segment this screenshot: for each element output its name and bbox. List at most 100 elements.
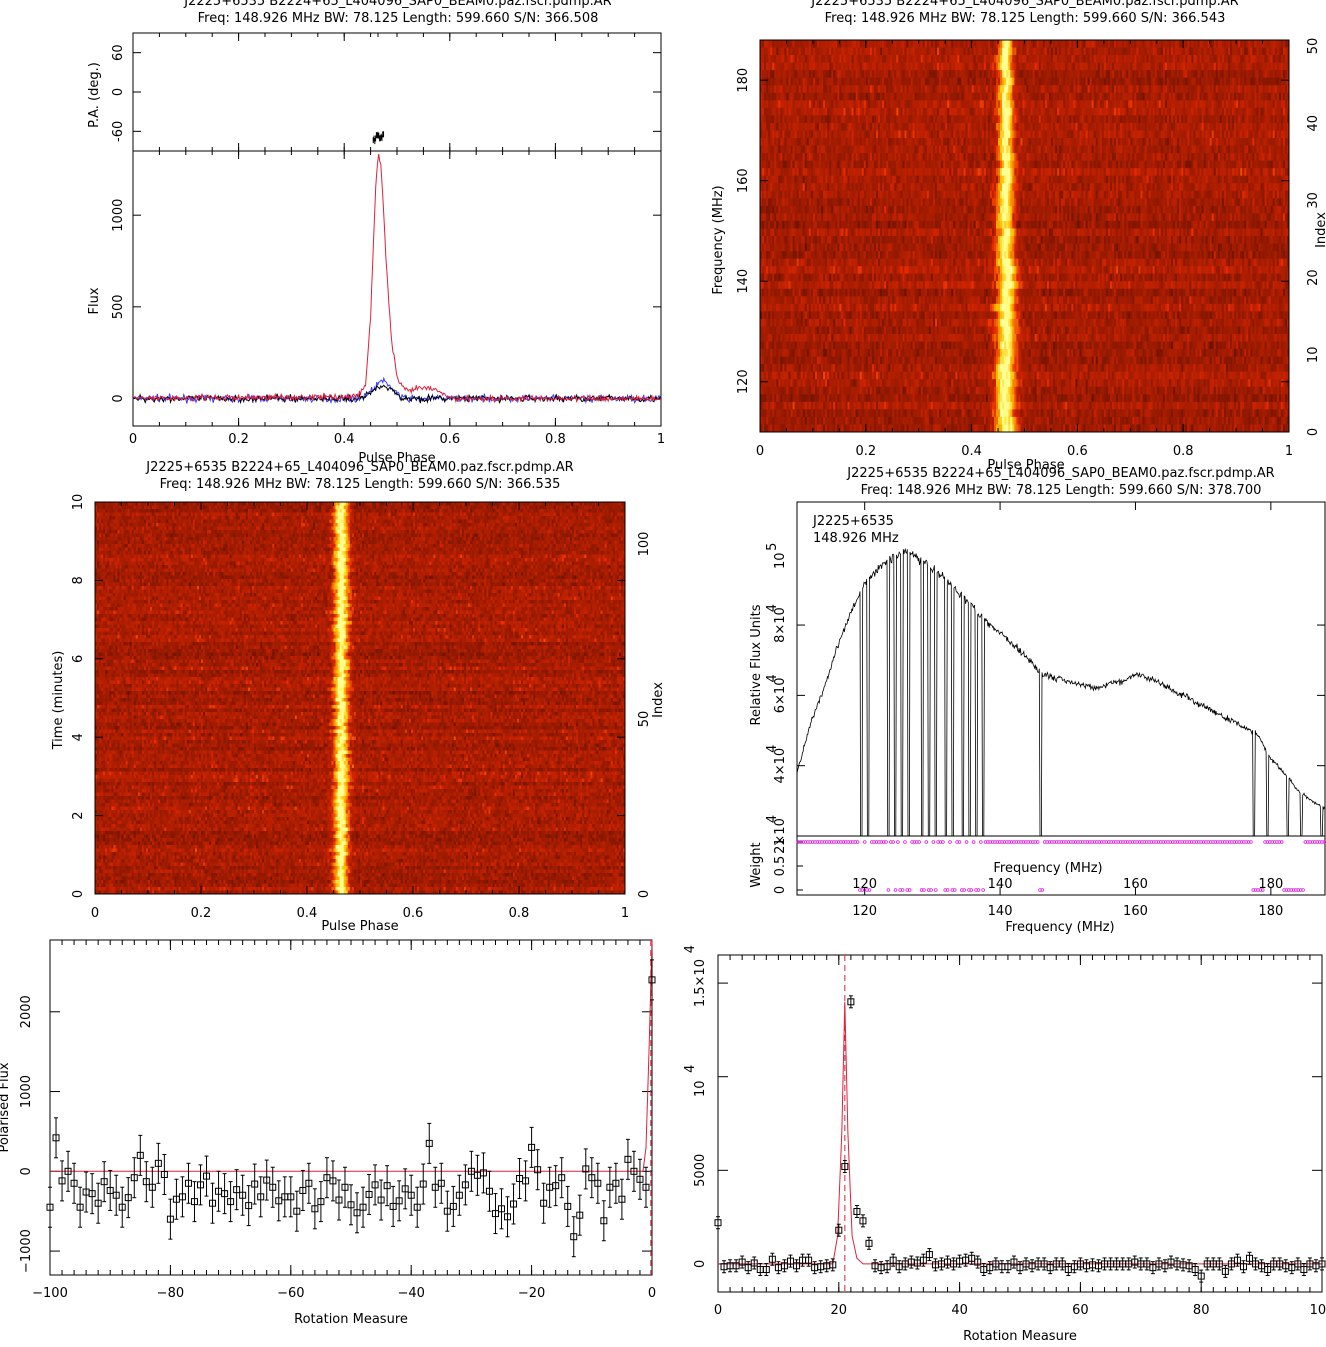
chart-title-bandpass: J2225+6535 B2224+65_L404096_SAP0_BEAM0.p… bbox=[796, 466, 1326, 481]
y-axis-label: −1000 bbox=[19, 1229, 34, 1273]
data-point bbox=[293, 1207, 301, 1215]
data-point bbox=[793, 1262, 801, 1270]
data-point bbox=[245, 1202, 253, 1210]
data-point bbox=[564, 1202, 572, 1210]
data-point bbox=[594, 1179, 602, 1187]
data-point bbox=[485, 1187, 493, 1195]
data-point bbox=[329, 1177, 337, 1185]
data-point bbox=[178, 1193, 186, 1201]
y-axis-title: Flux bbox=[87, 287, 102, 314]
y-axis-label: 160 bbox=[736, 168, 751, 193]
index-axis-title: Index bbox=[651, 682, 666, 718]
data-point bbox=[341, 1183, 349, 1191]
data-point bbox=[1300, 1266, 1308, 1274]
weight-points bbox=[796, 840, 1326, 892]
data-point bbox=[883, 1263, 891, 1271]
data-point bbox=[925, 1251, 933, 1259]
data-point bbox=[986, 1264, 994, 1272]
data-point bbox=[1191, 1266, 1199, 1274]
x-axis-label: 0.4 bbox=[961, 444, 982, 459]
data-point bbox=[142, 1178, 150, 1186]
data-point bbox=[46, 1203, 54, 1211]
pa-y-axis-label: 0 bbox=[111, 88, 126, 96]
x-axis-label: 0.8 bbox=[509, 906, 530, 921]
data-point bbox=[1161, 1262, 1169, 1270]
data-point bbox=[395, 1197, 403, 1205]
data-point bbox=[335, 1196, 343, 1204]
chart-title-freq: J2225+6535 B2224+65_L404096_SAP0_BEAM0.p… bbox=[760, 0, 1290, 9]
data-point bbox=[455, 1191, 463, 1199]
rm-negative-chart: −100 −80 −60 −40 −20 0 −1000 0 1000 2000 Polarised… bbox=[0, 939, 656, 1327]
data-point bbox=[630, 1167, 638, 1175]
weight-label: 0.5 bbox=[773, 856, 788, 877]
weight-x-label: 180 bbox=[1258, 877, 1283, 892]
weight-x-label: 120 bbox=[852, 877, 877, 892]
data-point bbox=[197, 1181, 204, 1189]
x-axis-label: 1 bbox=[621, 906, 629, 921]
profile-frame bbox=[132, 150, 662, 427]
pa-axis-title: P.A. (deg.) bbox=[87, 62, 102, 128]
data-point bbox=[467, 1167, 475, 1175]
weight-x-title: Frequency (MHz) bbox=[993, 861, 1102, 876]
y-axis-label: 10 bbox=[71, 494, 86, 511]
pa-frame bbox=[132, 32, 662, 152]
y-axis-label: 2000 bbox=[19, 995, 34, 1028]
chart-title-profile: J2225+6535 B2224+65_L404096_SAP0_BEAM0.p… bbox=[133, 0, 663, 9]
data-point bbox=[1040, 1260, 1048, 1268]
data-point bbox=[919, 1256, 927, 1264]
x-axis-label: −100 bbox=[32, 1286, 68, 1301]
y-axis-label: 8 bbox=[71, 576, 86, 584]
weight-axis-title: Weight bbox=[749, 842, 764, 887]
data-point bbox=[148, 1183, 156, 1191]
data-point bbox=[227, 1198, 235, 1206]
index-label: 20 bbox=[1306, 269, 1321, 286]
index-label: 50 bbox=[1306, 38, 1321, 55]
data-point bbox=[750, 1259, 758, 1267]
x-axis-label: 0 bbox=[129, 432, 137, 447]
x-axis-label: −20 bbox=[518, 1286, 545, 1301]
data-point bbox=[732, 1262, 740, 1270]
data-point bbox=[865, 1239, 873, 1247]
y-axis-label: 180 bbox=[736, 68, 751, 93]
data-point bbox=[1258, 1262, 1266, 1270]
data-point bbox=[1221, 1267, 1229, 1275]
x-axis-title: Rotation Measure bbox=[963, 1329, 1077, 1344]
y-axis-label: 2 bbox=[71, 811, 86, 819]
data-point bbox=[540, 1199, 548, 1207]
data-point bbox=[1215, 1260, 1223, 1268]
y-axis-label: 120 bbox=[736, 369, 751, 394]
data-point bbox=[780, 1262, 788, 1270]
data-point bbox=[106, 1186, 114, 1194]
pa-y-axis-label: 60 bbox=[111, 44, 126, 61]
data-point bbox=[1004, 1263, 1012, 1271]
y-axis-label: 0 bbox=[111, 394, 126, 402]
x-axis-label: −40 bbox=[397, 1286, 424, 1301]
data-point bbox=[239, 1191, 247, 1199]
index-label: 10 bbox=[1306, 347, 1321, 364]
chart-subtitle-bandpass: Freq: 148.926 MHz BW: 78.125 Length: 599… bbox=[796, 483, 1326, 498]
data-point bbox=[786, 1257, 794, 1265]
data-point bbox=[377, 1196, 385, 1204]
data-point bbox=[263, 1176, 271, 1184]
data-point bbox=[636, 1175, 644, 1183]
data-point bbox=[383, 1182, 391, 1190]
x-axis-label: 100 bbox=[1310, 1303, 1326, 1318]
data-point bbox=[437, 1179, 445, 1187]
x-axis-label: −80 bbox=[157, 1286, 184, 1301]
y-axis-label: 1000 bbox=[111, 199, 126, 232]
data-point bbox=[968, 1254, 976, 1262]
spectrum-line bbox=[796, 547, 1326, 837]
data-point bbox=[407, 1191, 415, 1199]
data-point bbox=[582, 1165, 590, 1173]
data-point bbox=[600, 1217, 608, 1225]
data-point bbox=[829, 1261, 837, 1269]
y-axis-label: 500 bbox=[111, 294, 126, 319]
data-point bbox=[768, 1255, 776, 1263]
y-axis-label: 0 bbox=[71, 890, 86, 898]
y-axis-label: 4 bbox=[71, 733, 86, 741]
data-point bbox=[1058, 1260, 1066, 1268]
y-axis-label: 0 bbox=[19, 1167, 34, 1175]
chart-subtitle-time: Freq: 148.926 MHz BW: 78.125 Length: 599… bbox=[95, 477, 625, 492]
bandpass-frame bbox=[796, 501, 1326, 837]
